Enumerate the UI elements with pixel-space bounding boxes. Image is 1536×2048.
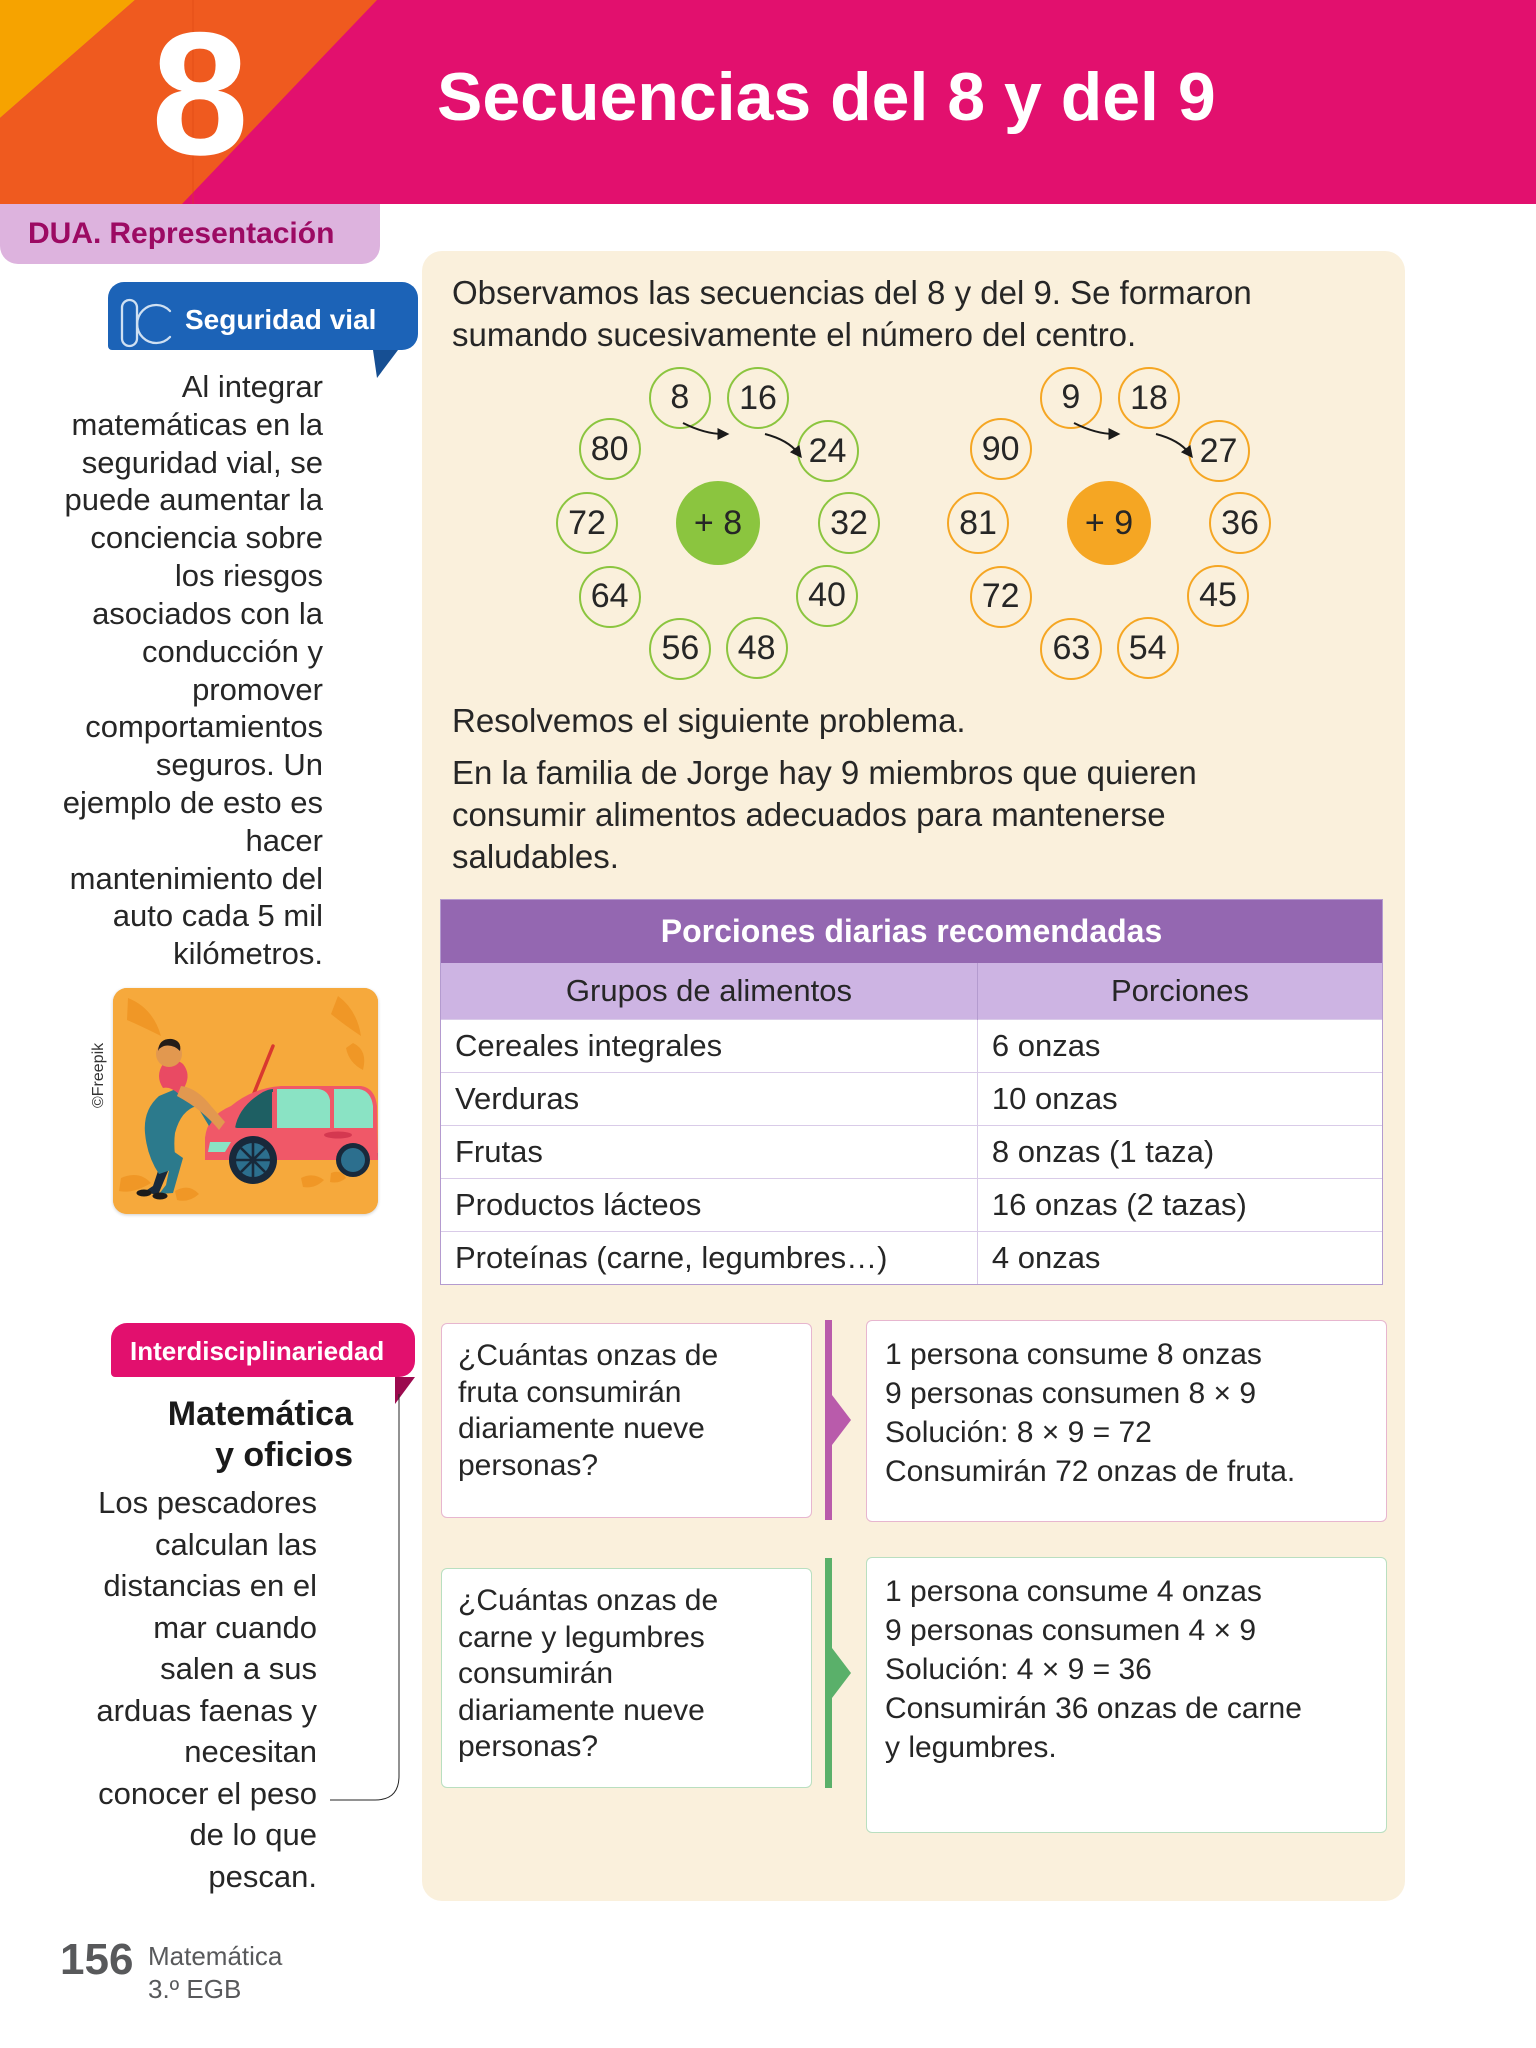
svg-text:8: 8 (151, 14, 248, 192)
